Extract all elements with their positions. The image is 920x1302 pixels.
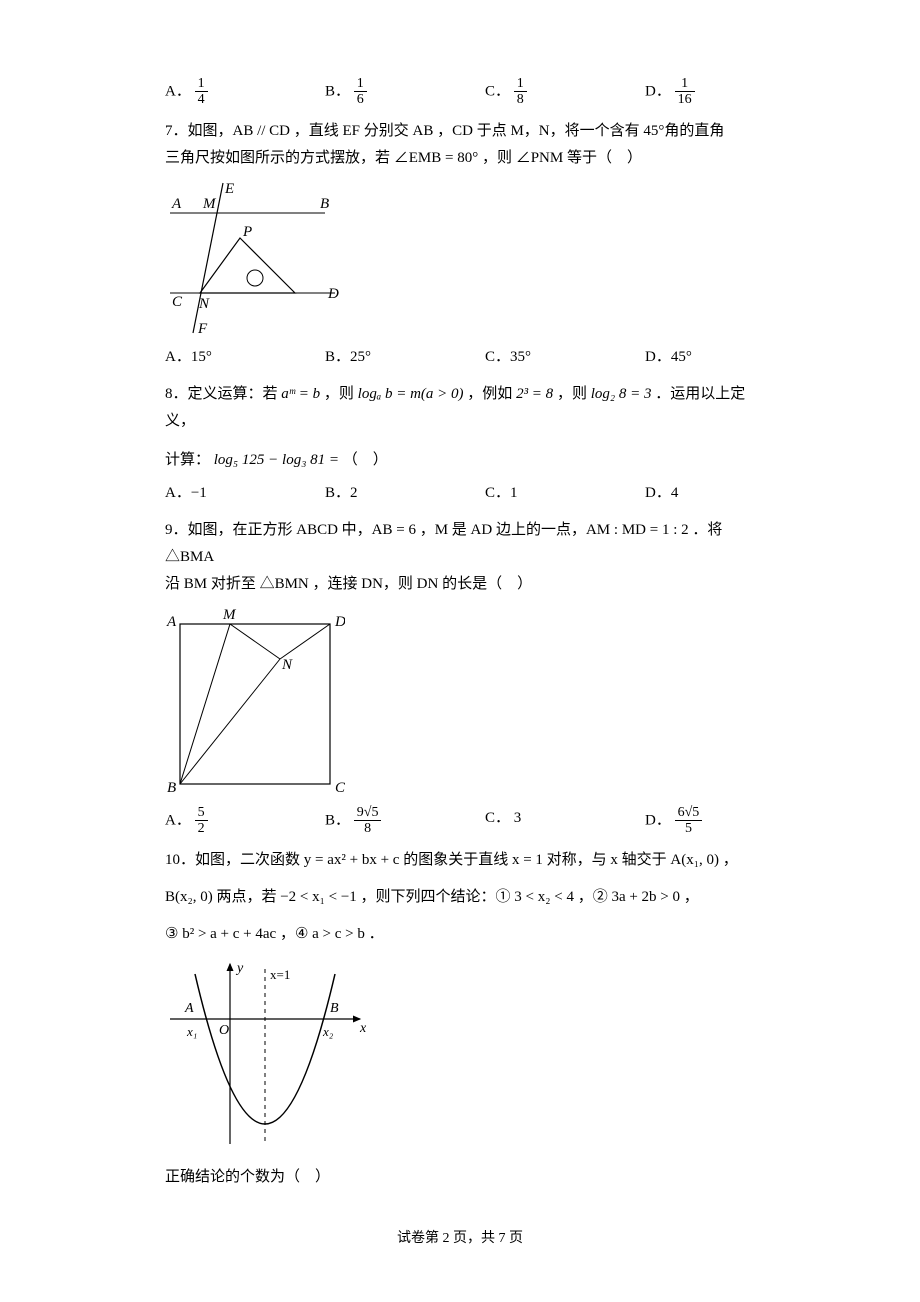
q9-line2: 沿 BM 对折至 △BMN ，连接 DN，则 DN 的长是（ ） xyxy=(165,571,755,598)
q9-opt-b: B． 9√5 8 xyxy=(325,805,485,837)
q9-text: 9．如图，在正方形 ABCD 中，AB = 6 ，M 是 AD 边上的一点，AM… xyxy=(165,517,755,598)
opt-label: A． xyxy=(165,812,191,828)
q8-text: 8．定义运算：若 aᵐ = b ，则 logₐ b = m(a > 0) ，例如… xyxy=(165,381,755,474)
svg-text:M: M xyxy=(222,607,237,623)
svg-text:A: A xyxy=(166,614,177,630)
fraction: 1 16 xyxy=(675,76,695,108)
opt-value: 3 xyxy=(514,810,522,826)
opt-label: B． xyxy=(325,812,350,828)
q10-line1: 10．如图，二次函数 y = ax² + bx + c 的图象关于直线 x = … xyxy=(165,847,755,874)
q6-options: A． 1 4 B． 1 6 C． 1 8 D． 1 16 xyxy=(165,76,755,108)
q9-opt-a: A． 5 2 xyxy=(165,805,325,837)
q8-opt-a: A．−1 xyxy=(165,480,325,507)
q9-figure: A B C D M N xyxy=(165,604,345,799)
svg-text:A: A xyxy=(171,196,182,212)
svg-text:D: D xyxy=(327,286,339,302)
q8-opt-c: C．1 xyxy=(485,480,645,507)
page-footer: 试卷第 2 页，共 7 页 xyxy=(165,1226,755,1251)
fraction: 6√5 5 xyxy=(675,805,703,837)
svg-text:C: C xyxy=(335,780,345,796)
q9-opt-d: D． 6√5 5 xyxy=(645,805,805,837)
q10-text: 10．如图，二次函数 y = ax² + bx + c 的图象关于直线 x = … xyxy=(165,847,755,948)
fraction: 9√5 8 xyxy=(354,805,382,837)
svg-text:D: D xyxy=(334,614,345,630)
svg-text:y: y xyxy=(235,961,244,976)
q8-opt-d: D．4 xyxy=(645,480,805,507)
svg-text:E: E xyxy=(224,181,234,197)
q7-figure: A B C D E F M N P xyxy=(165,178,345,338)
q6-opt-c: C． 1 8 xyxy=(485,76,645,108)
svg-text:B: B xyxy=(330,1001,339,1016)
q8-options: A．−1 B．2 C．1 D．4 xyxy=(165,480,755,507)
svg-text:x=1: x=1 xyxy=(270,967,290,982)
svg-text:C: C xyxy=(172,294,183,310)
q7-opt-b: B．25° xyxy=(325,344,485,371)
opt-label: D． xyxy=(645,812,671,828)
svg-text:N: N xyxy=(281,657,293,673)
svg-text:x₁: x₁ xyxy=(186,1024,197,1039)
q7-opt-a: A．15° xyxy=(165,344,325,371)
svg-text:N: N xyxy=(198,296,210,312)
q6-opt-d: D． 1 16 xyxy=(645,76,805,108)
q7-line2: 三角尺按如图所示的方式摆放，若 ∠EMB = 80° ，则 ∠PNM 等于（ ） xyxy=(165,145,755,172)
q7-options: A．15° B．25° C．35° D．45° xyxy=(165,344,755,371)
opt-label: B． xyxy=(325,83,350,99)
q9-options: A． 5 2 B． 9√5 8 C． 3 D． 6√5 5 xyxy=(165,805,755,837)
q8-line1: 8．定义运算：若 aᵐ = b ，则 logₐ b = m(a > 0) ，例如… xyxy=(165,381,755,435)
svg-text:F: F xyxy=(197,321,208,337)
svg-text:M: M xyxy=(202,196,217,212)
q6-opt-b: B． 1 6 xyxy=(325,76,485,108)
q7-opt-c: C．35° xyxy=(485,344,645,371)
svg-text:O: O xyxy=(219,1023,229,1038)
q10-line3: ③ b² > a + c + 4ac ，④ a > c > b ． xyxy=(165,921,755,948)
q9-line1: 9．如图，在正方形 ABCD 中，AB = 6 ，M 是 AD 边上的一点，AM… xyxy=(165,517,755,571)
q7-text: 7．如图，AB // CD ，直线 EF 分别交 AB ，CD 于点 M，N，将… xyxy=(165,118,755,172)
q10-figure: y x O A B x₁ x₂ x=1 xyxy=(165,954,375,1154)
svg-text:x: x xyxy=(359,1021,367,1036)
q7-opt-d: D．45° xyxy=(645,344,805,371)
fraction: 1 4 xyxy=(195,76,208,108)
q10-line4: 正确结论的个数为（ ） xyxy=(165,1164,755,1191)
fraction: 5 2 xyxy=(195,805,208,837)
q8-line2: 计算： log₅ 125 − log₃ 81 = （ ） xyxy=(165,447,755,474)
svg-text:B: B xyxy=(167,780,176,796)
svg-text:x₂: x₂ xyxy=(322,1024,334,1039)
q6-opt-a: A． 1 4 xyxy=(165,76,325,108)
q7-line1: 7．如图，AB // CD ，直线 EF 分别交 AB ，CD 于点 M，N，将… xyxy=(165,118,755,145)
svg-text:B: B xyxy=(320,196,329,212)
svg-text:A: A xyxy=(184,1001,194,1016)
q9-opt-c: C． 3 xyxy=(485,805,645,837)
opt-label: C． xyxy=(485,83,510,99)
svg-text:P: P xyxy=(242,224,252,240)
opt-label: C． xyxy=(485,810,510,826)
q10-line2: B(x₂, 0) 两点，若 −2 < x₁ < −1 ，则下列四个结论：① 3 … xyxy=(165,884,755,911)
opt-label: A． xyxy=(165,83,191,99)
opt-label: D． xyxy=(645,83,671,99)
fraction: 1 8 xyxy=(514,76,527,108)
fraction: 1 6 xyxy=(354,76,367,108)
q8-opt-b: B．2 xyxy=(325,480,485,507)
